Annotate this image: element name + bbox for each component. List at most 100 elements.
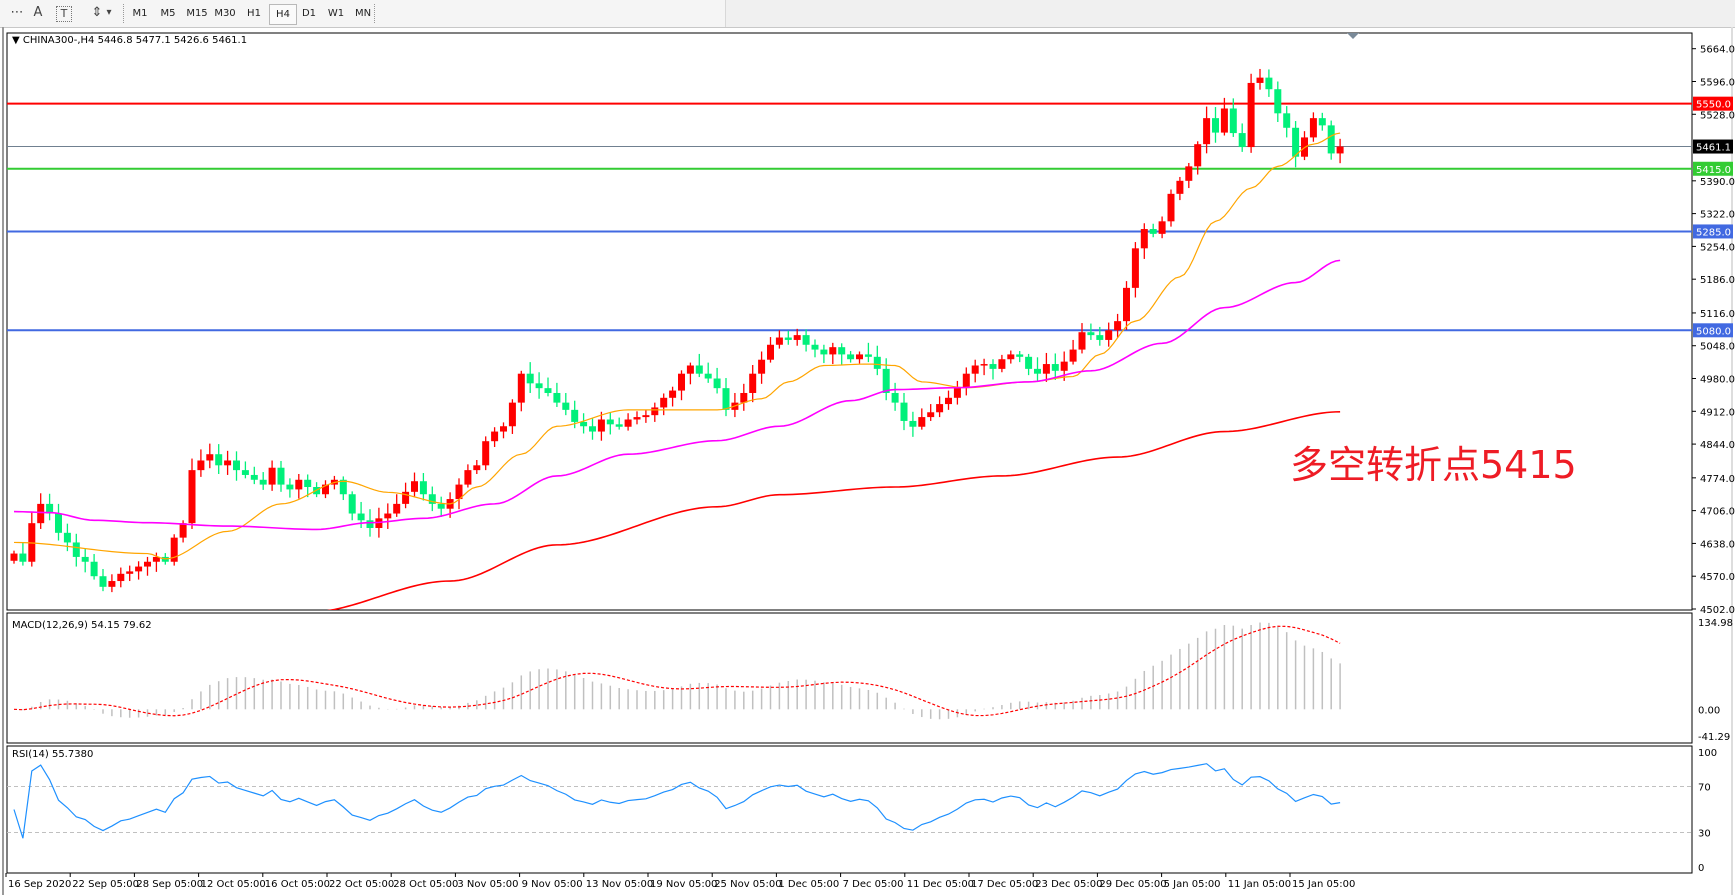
candle (758, 359, 766, 374)
candle (856, 354, 863, 360)
candle (197, 460, 205, 471)
candle (1042, 364, 1050, 374)
panel-frame (6, 745, 1693, 874)
timeframe-m15-button[interactable]: M15 (186, 8, 208, 19)
price-badge-label: 5415.0 (1696, 165, 1731, 176)
candle (295, 479, 303, 490)
macd-tick-label: -41.29 (1698, 732, 1730, 743)
y-tick-label: 5116.0 (1700, 309, 1735, 320)
chevron-down-icon[interactable]: ▾ (106, 7, 112, 18)
arrows-tool-icon[interactable]: ⇕ (91, 5, 103, 20)
candle (562, 402, 570, 410)
candle (1265, 77, 1273, 90)
timeframe-mn-button[interactable]: MN (354, 8, 372, 19)
candle (437, 503, 445, 509)
timeframe-h4-button[interactable]: H4 (269, 4, 297, 25)
candle (1238, 133, 1246, 148)
price-panel (7, 68, 1692, 610)
candle (1229, 108, 1237, 134)
candle (455, 484, 463, 500)
text-tool-icon[interactable]: A (33, 5, 43, 20)
x-tick-label: 13 Nov 05:00 (586, 879, 653, 890)
price-badge (1693, 96, 1733, 111)
candle (286, 484, 294, 490)
candle (704, 373, 712, 379)
y-tick-label: 5322.0 (1700, 210, 1735, 221)
x-tick-label: 15 Jan 05:00 (1292, 879, 1355, 890)
y-tick-label: 5048.0 (1700, 342, 1735, 353)
y-tick-label: 4706.0 (1700, 507, 1735, 518)
candle (179, 523, 187, 538)
chart-area[interactable]: 5664.0 5596.0 5528.0 5390.0 5322.0 5254.0 5186… (0, 27, 1735, 895)
candle (1069, 349, 1077, 362)
y-tick-label: 5390.0 (1700, 177, 1735, 188)
y-tick-label: 4844.0 (1700, 440, 1735, 451)
y-tick-label: 5254.0 (1700, 242, 1735, 253)
timeframe-d1-button[interactable]: D1 (301, 8, 317, 19)
candle (829, 347, 837, 355)
candle (19, 553, 27, 562)
y-tick-label: 4980.0 (1700, 375, 1735, 386)
candle (945, 397, 952, 405)
candle (802, 335, 810, 345)
text-label-tool-icon[interactable]: T (56, 6, 72, 22)
price-badge (1693, 323, 1733, 338)
candle (526, 373, 534, 384)
candle (37, 503, 45, 524)
candle (277, 467, 285, 485)
candle (1096, 335, 1104, 340)
candle (989, 364, 997, 369)
candle (508, 402, 516, 427)
candle (1158, 221, 1166, 234)
candle (482, 441, 490, 466)
candle (90, 561, 98, 577)
candle (784, 337, 792, 340)
moving-average-line (13, 259, 1341, 531)
y-tick-label: 5596.0 (1700, 77, 1735, 88)
x-tick-label: 28 Sep 05:00 (136, 879, 203, 890)
candle (1060, 361, 1068, 371)
x-tick-label: 17 Dec 05:00 (971, 879, 1038, 890)
x-tick-label: 22 Oct 05:00 (329, 879, 394, 890)
timeframe-m5-button[interactable]: M5 (160, 8, 176, 19)
candle (491, 431, 499, 442)
candle (357, 513, 365, 521)
candle (971, 365, 979, 374)
rsi-label: RSI(14) 55.7380 (12, 749, 93, 760)
candle (891, 392, 899, 403)
candle (686, 365, 694, 374)
annotation-text: 多空转折点5415 (1290, 443, 1577, 487)
timeframe-w1-button[interactable]: W1 (327, 8, 345, 19)
candle (695, 365, 703, 374)
macd-tick-label: 0.00 (1698, 705, 1720, 716)
timeframe-h1-button[interactable]: H1 (247, 8, 261, 19)
candle (1078, 332, 1086, 350)
candle (1114, 321, 1122, 331)
candle (713, 378, 721, 389)
candle (962, 373, 970, 388)
candle (909, 420, 917, 427)
rsi-tick-label: 70 (1698, 783, 1711, 794)
candle (188, 470, 196, 524)
timeframe-m1-button[interactable]: M1 (132, 8, 148, 19)
candle (793, 335, 801, 340)
candle (749, 373, 757, 393)
period-separator-icon[interactable]: ⋯ (10, 5, 24, 20)
candle (597, 419, 605, 432)
candle (1327, 125, 1335, 154)
price-badge-label: 5461.1 (1696, 143, 1731, 154)
moving-average-line (326, 410, 1341, 610)
x-tick-label: 19 Nov 05:00 (650, 879, 717, 890)
candle (722, 388, 730, 410)
candle (233, 460, 240, 471)
macd-label: MACD(12,26,9) 54.15 79.62 (12, 620, 152, 631)
candle (900, 402, 908, 421)
candle (170, 537, 178, 562)
candle (1318, 118, 1326, 126)
rsi-line (13, 763, 1341, 839)
candle (304, 479, 312, 488)
candle (882, 368, 890, 393)
candle (144, 561, 151, 567)
timeframe-m30-button[interactable]: M30 (214, 8, 236, 19)
candle (517, 373, 525, 403)
